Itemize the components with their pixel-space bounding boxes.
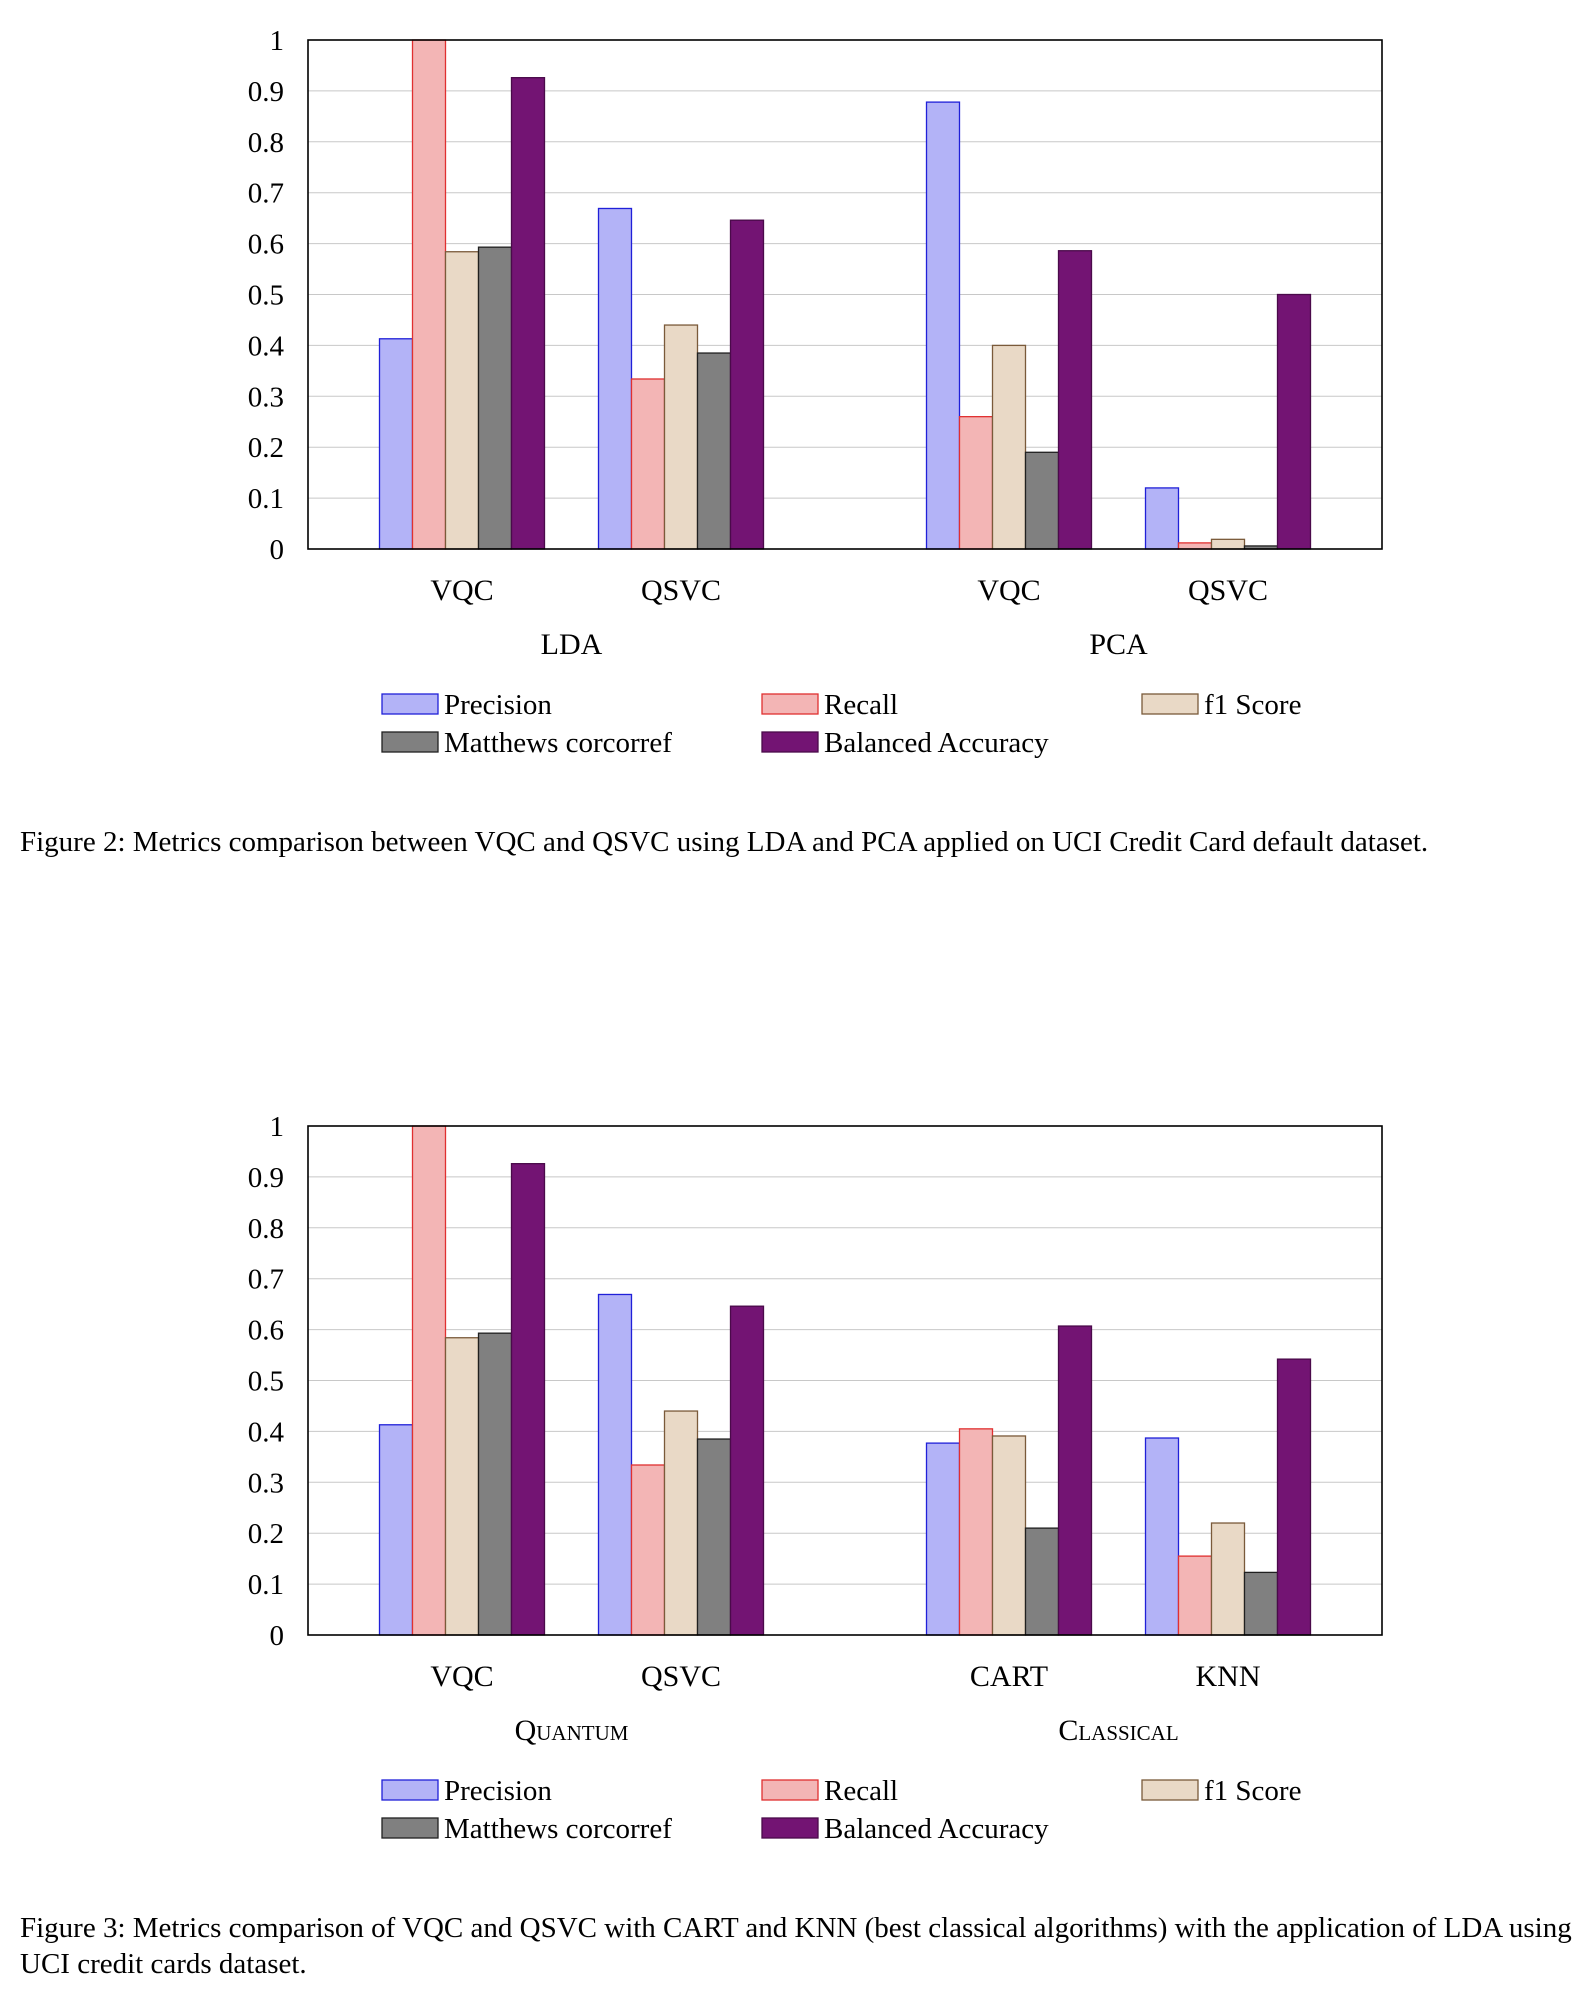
x-group-label: Classical xyxy=(1058,1714,1178,1747)
y-tick-label: 0.1 xyxy=(248,1569,284,1601)
bar-precision xyxy=(597,1293,633,1636)
bar-precision xyxy=(925,1442,961,1636)
plot-frame xyxy=(307,39,1383,550)
x-category-label: CART xyxy=(970,1660,1048,1693)
bar-matthews-corcorref xyxy=(477,246,513,550)
y-tick-label: 0.4 xyxy=(248,1416,285,1448)
y-tick-label: 0.9 xyxy=(248,1162,284,1194)
y-tick-label: 1 xyxy=(270,25,285,57)
bar-recall xyxy=(958,416,994,550)
legend-label: Matthews corcorref xyxy=(444,1813,672,1845)
figure-3-caption: Figure 3: Metrics comparison of VQC and … xyxy=(20,1912,1572,1980)
bar-recall xyxy=(411,1125,447,1636)
bar-f1-score xyxy=(444,1337,480,1636)
legend-swatch xyxy=(381,1779,439,1801)
bar-precision xyxy=(925,101,961,550)
legend-label: Precision xyxy=(444,1775,552,1807)
bar-f1-score xyxy=(991,344,1027,550)
bar-matthews-corcorref xyxy=(696,1438,732,1636)
bar-recall xyxy=(630,1464,666,1636)
y-tick-label: 0.9 xyxy=(248,76,284,108)
y-tick-label: 0 xyxy=(270,534,285,566)
bar-recall xyxy=(411,39,447,550)
x-group-label: PCA xyxy=(1089,628,1148,661)
y-tick-label: 0.1 xyxy=(248,483,284,515)
bar-f1-score xyxy=(991,1435,1027,1636)
legend-swatch xyxy=(381,693,439,715)
x-category-label: QSVC xyxy=(1188,574,1268,607)
legend-label: Balanced Accuracy xyxy=(824,727,1049,759)
legend-label: Precision xyxy=(444,689,552,721)
bar-balanced-accuracy xyxy=(729,219,765,550)
bar-balanced-accuracy xyxy=(510,77,546,550)
bar-f1-score xyxy=(1210,538,1246,550)
y-tick-label: 0.8 xyxy=(248,1213,284,1245)
bar-matthews-corcorref xyxy=(1243,1571,1279,1636)
x-category-label: VQC xyxy=(977,574,1040,607)
x-category-label: VQC xyxy=(430,1660,493,1693)
bar-precision xyxy=(1144,1437,1180,1636)
legend-swatch xyxy=(761,1817,819,1839)
bar-matthews-corcorref xyxy=(1024,451,1060,550)
legend-label: f1 Score xyxy=(1204,1775,1301,1807)
bar-balanced-accuracy xyxy=(1057,1325,1093,1636)
bar-precision xyxy=(378,1424,414,1636)
legend-swatch xyxy=(761,693,819,715)
bar-recall xyxy=(630,378,666,550)
y-tick-label: 0.2 xyxy=(248,1518,284,1550)
bar-precision xyxy=(1144,487,1180,550)
plot-frame xyxy=(307,1125,1383,1636)
bar-balanced-accuracy xyxy=(1276,1358,1312,1636)
legend-swatch xyxy=(1141,1779,1199,1801)
legend-swatch xyxy=(761,1779,819,1801)
figure-3-chart: 0 0.1 0.2 0.3 0.4 0.5 0.6 0.7 0.8 0.9 1 VQC QSVC CART… xyxy=(248,1111,1383,1845)
bar-precision xyxy=(597,207,633,550)
bar-f1-score xyxy=(663,1410,699,1636)
legend-label: Matthews corcorref xyxy=(444,727,672,759)
figure-2-caption: Figure 2: Metrics comparison between VQC… xyxy=(20,826,1429,858)
y-tick-label: 0.3 xyxy=(248,1467,284,1499)
y-tick-label: 0.6 xyxy=(248,229,284,261)
y-tick-label: 0.8 xyxy=(248,127,284,159)
legend-swatch xyxy=(381,731,439,753)
bar-f1-score xyxy=(1210,1522,1246,1636)
legend-swatch xyxy=(761,731,819,753)
legend-label: Recall xyxy=(824,1775,898,1807)
y-tick-label: 0.5 xyxy=(248,280,284,312)
legend-swatch xyxy=(381,1817,439,1839)
bar-matthews-corcorref xyxy=(477,1332,513,1636)
legend-label: Recall xyxy=(824,689,898,721)
y-tick-label: 0.6 xyxy=(248,1315,284,1347)
y-tick-label: 0.7 xyxy=(248,1264,284,1296)
x-group-label: Quantum xyxy=(515,1714,629,1747)
bar-balanced-accuracy xyxy=(1276,293,1312,550)
y-tick-label: 0 xyxy=(270,1620,285,1652)
bar-matthews-corcorref xyxy=(696,352,732,550)
figure-2-chart: 0 0.1 0.2 0.3 0.4 0.5 0.6 0.7 0.8 0.9 1 VQC QSVC VQC Q… xyxy=(248,25,1383,759)
y-tick-label: 0.7 xyxy=(248,178,284,210)
bar-f1-score xyxy=(444,251,480,550)
legend-label: Balanced Accuracy xyxy=(824,1813,1049,1845)
y-tick-label: 0.4 xyxy=(248,330,285,362)
bar-matthews-corcorref xyxy=(1024,1527,1060,1636)
legend-label: f1 Score xyxy=(1204,689,1301,721)
y-tick-label: 1 xyxy=(270,1111,285,1143)
bar-recall xyxy=(958,1428,994,1636)
bar-balanced-accuracy xyxy=(1057,250,1093,550)
x-category-label: VQC xyxy=(430,574,493,607)
y-tick-label: 0.5 xyxy=(248,1366,284,1398)
bar-balanced-accuracy xyxy=(729,1305,765,1636)
y-tick-label: 0.3 xyxy=(248,381,284,413)
bar-precision xyxy=(378,338,414,550)
bar-recall xyxy=(1177,1555,1213,1636)
x-group-label: LDA xyxy=(541,628,603,661)
x-category-label: QSVC xyxy=(641,1660,721,1693)
bar-recall xyxy=(1177,542,1213,550)
bar-balanced-accuracy xyxy=(510,1163,546,1636)
legend-swatch xyxy=(1141,693,1199,715)
x-category-label: KNN xyxy=(1196,1660,1261,1693)
x-category-label: QSVC xyxy=(641,574,721,607)
y-tick-label: 0.2 xyxy=(248,432,284,464)
bar-f1-score xyxy=(663,324,699,550)
